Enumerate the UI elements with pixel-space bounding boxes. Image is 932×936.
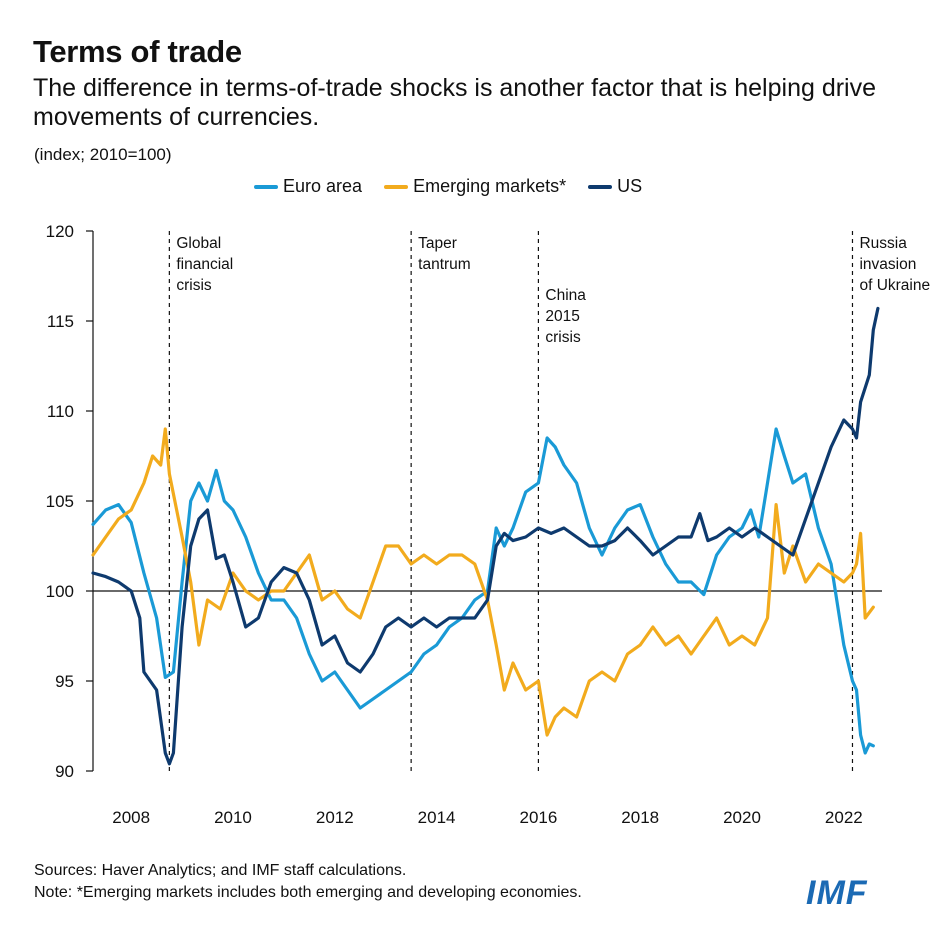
x-tick-label: 2020	[723, 808, 761, 827]
x-tick-label: 2010	[214, 808, 252, 827]
event-label: financial	[176, 256, 233, 273]
sources-note: Sources: Haver Analytics; and IMF staff …	[34, 862, 407, 879]
y-tick-label: 95	[55, 672, 74, 691]
legend-item-emerging-markets: Emerging markets*	[384, 176, 566, 197]
series-line-euro-area	[91, 427, 875, 755]
x-tick-label: 2016	[519, 808, 557, 827]
series-line-us	[91, 306, 880, 766]
y-tick-label: 120	[46, 222, 74, 241]
legend-item-us: US	[588, 176, 642, 197]
event-label: invasion	[859, 256, 916, 273]
x-tick-label: 2012	[316, 808, 354, 827]
event-label: China	[545, 287, 586, 304]
chart-legend: Euro area Emerging markets* US	[254, 176, 664, 197]
legend-item-euro-area: Euro area	[254, 176, 362, 197]
legend-swatch-euro-area	[254, 184, 278, 189]
imf-logo: IMF	[806, 874, 868, 912]
x-tick-label: 2008	[112, 808, 150, 827]
chart-subtitle: The difference in terms-of-trade shocks …	[33, 74, 877, 131]
event-label: Global	[176, 235, 221, 252]
chart-title: Terms of trade	[33, 34, 242, 69]
series-line-emerging-markets	[91, 427, 875, 737]
y-tick-label: 100	[46, 582, 74, 601]
legend-label-emerging-markets: Emerging markets*	[413, 176, 567, 196]
x-tick-label: 2022	[825, 808, 863, 827]
event-label: crisis	[545, 329, 581, 346]
y-tick-label: 105	[46, 492, 74, 511]
y-tick-label: 110	[47, 402, 74, 421]
event-label: crisis	[176, 277, 212, 294]
event-label: Russia	[859, 235, 907, 252]
legend-swatch-emerging-markets	[384, 184, 409, 189]
x-tick-label: 2014	[418, 808, 456, 827]
x-tick-label: 2018	[621, 808, 659, 827]
event-label: of Ukraine	[859, 277, 930, 294]
footnote: Note: *Emerging markets includes both em…	[34, 884, 582, 901]
legend-label-us: US	[617, 176, 643, 196]
y-tick-label: 115	[47, 312, 74, 331]
event-label: Taper	[418, 235, 457, 252]
event-label: 2015	[545, 308, 579, 325]
legend-swatch-us	[588, 184, 613, 189]
terms-of-trade-line-chart: 90 95 100 105 110 115 120 2008 2010 2012 2014 2016 2…	[46, 222, 931, 827]
event-label: tantrum	[418, 256, 471, 273]
y-tick-label: 90	[55, 762, 74, 781]
legend-label-euro-area: Euro area	[283, 176, 363, 196]
chart-units: (index; 2010=100)	[34, 145, 172, 164]
